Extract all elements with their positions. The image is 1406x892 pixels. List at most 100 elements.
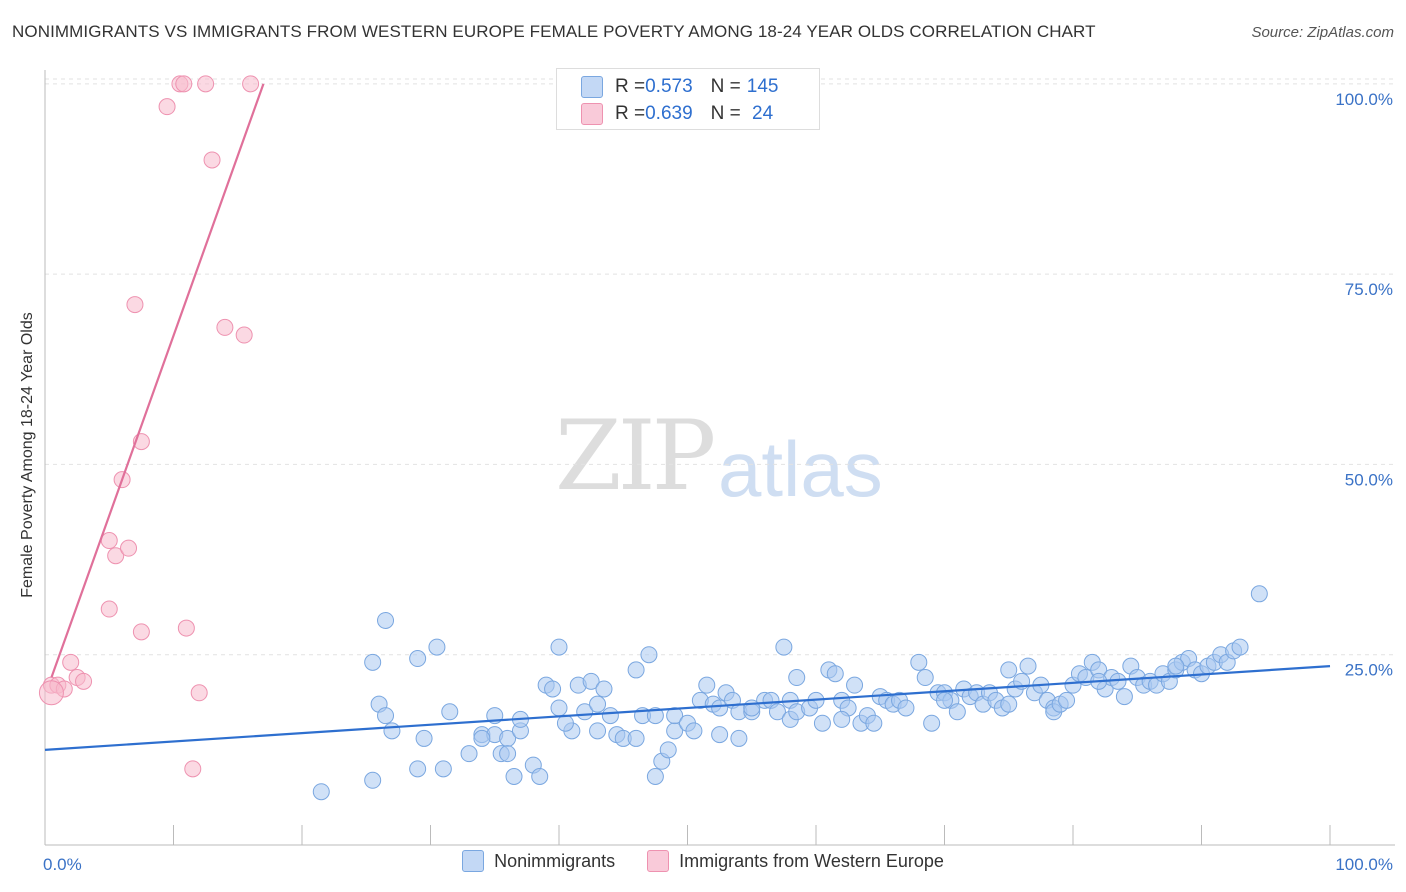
nonimmigrant-point (595, 680, 613, 698)
immigrant-point (203, 151, 221, 169)
immigrant-point (126, 296, 144, 314)
n-value: 24 (746, 103, 774, 124)
legend-swatch-pink (647, 850, 670, 872)
immigrant-trendline (50, 83, 265, 678)
r-label: R = (615, 76, 646, 97)
x-tick-label: 0.0% (43, 855, 82, 874)
nonimmigrant-point (1000, 695, 1018, 713)
nonimmigrant-point (1000, 661, 1018, 679)
nonimmigrant-point (460, 745, 478, 763)
legend-label: Nonimmigrants (494, 850, 616, 871)
nonimmigrant-point (589, 695, 607, 713)
x-tick-label: 100.0% (1335, 855, 1393, 874)
nonimmigrant-point (1231, 638, 1249, 656)
nonimmigrant-point (1167, 657, 1185, 675)
nonimmigrant-point (589, 722, 607, 740)
y-tick-label: 75.0% (1345, 280, 1393, 299)
n-label: N = (710, 76, 741, 97)
nonimmigrant-point (646, 767, 664, 785)
nonimmigrant-point (666, 707, 684, 725)
nonimmigrant-point (711, 726, 729, 744)
nonimmigrant-point (813, 714, 831, 732)
legend-label: Immigrants from Western Europe (679, 850, 944, 871)
stats-row-nonimmigrants: R = 0.573 N = 145 (581, 75, 778, 99)
nonimmigrant-trendline (44, 665, 1331, 751)
nonimmigrant-point (428, 638, 446, 656)
nonimmigrant-point (556, 714, 574, 732)
stats-row-immigrants: R = 0.639 N = 24 (581, 102, 773, 126)
nonimmigrant-point (936, 691, 953, 709)
nonimmigrant-point (923, 714, 941, 732)
y-tick-label: 25.0% (1345, 661, 1393, 680)
nonimmigrant-point (544, 680, 562, 698)
nonimmigrant-point (601, 707, 619, 725)
nonimmigrant-point (383, 722, 401, 740)
nonimmigrant-point (377, 611, 395, 629)
nonimmigrant-point (1115, 688, 1133, 706)
nonimmigrant-point (916, 669, 934, 687)
nonimmigrant-point (865, 714, 883, 732)
nonimmigrant-point (711, 699, 729, 717)
nonimmigrant-point (948, 703, 966, 721)
nonimmigrant-point (833, 710, 851, 728)
immigrant-point (132, 623, 150, 641)
nonimmigrant-point (826, 665, 844, 683)
nonimmigrant-point (1058, 691, 1076, 709)
legend-item-immigrants[interactable]: Immigrants from Western Europe (647, 850, 944, 872)
nonimmigrant-point (775, 638, 793, 656)
legend-swatch-pink (581, 103, 603, 125)
n-label: N = (710, 103, 741, 124)
nonimmigrant-point (897, 699, 915, 717)
immigrant-point (242, 75, 260, 93)
nonimmigrant-point (473, 729, 491, 747)
immigrant-point (158, 98, 176, 116)
nonimmigrant-point (550, 638, 568, 656)
nonimmigrant-point (1250, 585, 1268, 603)
legend-item-nonimmigrants[interactable]: Nonimmigrants (462, 850, 615, 872)
nonimmigrant-point (698, 676, 716, 694)
nonimmigrant-point (499, 745, 517, 763)
r-value: 0.639 (645, 103, 693, 124)
nonimmigrant-point (415, 729, 433, 747)
immigrant-point (197, 75, 215, 93)
nonimmigrant-point (910, 653, 928, 671)
nonimmigrant-point (441, 703, 459, 721)
nonimmigrant-point (730, 729, 748, 747)
source-label: Source: ZipAtlas.com (1251, 24, 1394, 41)
immigrant-point (177, 619, 195, 637)
immigrant-point (216, 318, 234, 336)
immigrant-point (38, 680, 64, 706)
chart-title: NONIMMIGRANTS VS IMMIGRANTS FROM WESTERN… (12, 22, 1096, 41)
y-tick-label: 50.0% (1345, 470, 1393, 489)
y-tick-label: 100.0% (1335, 90, 1393, 109)
series-legend: Nonimmigrants Immigrants from Western Eu… (0, 850, 1406, 872)
nonimmigrant-point (364, 771, 382, 789)
legend-swatch-blue (581, 76, 603, 98)
nonimmigrant-point (1019, 657, 1037, 675)
stats-legend: R = 0.573 N = 145 R = 0.639 N = 24 (556, 68, 820, 130)
r-label: R = (615, 103, 646, 124)
nonimmigrant-point (582, 672, 600, 690)
r-value: 0.573 (645, 76, 693, 97)
immigrant-point (184, 760, 202, 778)
nonimmigrant-point (409, 760, 427, 778)
immigrant-point (235, 326, 253, 344)
nonimmigrant-point (768, 703, 786, 721)
immigrant-point (62, 653, 80, 671)
nonimmigrant-point (846, 676, 864, 694)
immigrant-point (100, 532, 118, 550)
nonimmigrant-point (434, 760, 452, 778)
nonimmigrant-point (685, 722, 703, 740)
nonimmigrant-point (646, 707, 664, 725)
nonimmigrant-point (377, 707, 395, 725)
nonimmigrant-point (627, 729, 645, 747)
nonimmigrant-point (550, 699, 568, 717)
nonimmigrant-point (788, 669, 806, 687)
nonimmigrant-point (640, 646, 658, 664)
nonimmigrant-point (659, 741, 677, 759)
nonimmigrant-point (364, 653, 382, 671)
immigrant-point (75, 672, 93, 690)
watermark-zip: ZIP (555, 400, 716, 512)
nonimmigrant-point (505, 767, 523, 785)
